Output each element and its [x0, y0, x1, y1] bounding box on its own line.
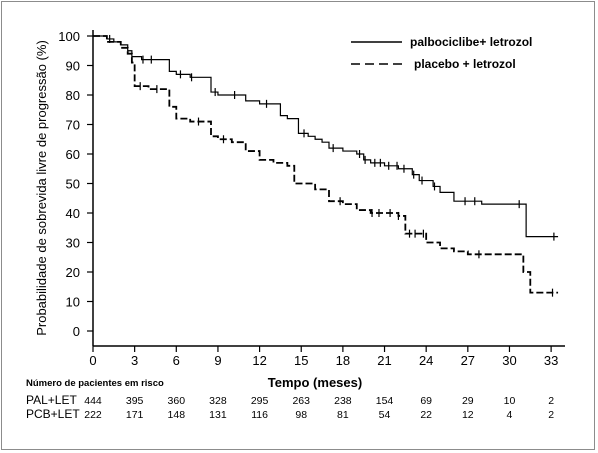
x-tick-label: 30	[502, 353, 516, 368]
risk-value: 98	[295, 409, 307, 421]
risk-value: 444	[84, 395, 102, 407]
y-tick-label: 40	[66, 206, 80, 221]
risk-table: PAL+LET 444 395 360 328 295 263 238 154 69 29 10 2 PC…	[26, 393, 554, 421]
legend-solid-label: palbociclibe+ letrozol	[410, 35, 532, 49]
risk-value: 81	[337, 409, 349, 421]
x-tick-label: 6	[173, 353, 180, 368]
x-tick-label: 12	[252, 353, 266, 368]
risk-value: 360	[168, 395, 186, 407]
x-ticks: 0 3 6 9 12 15 18 21 24 27 30 33	[89, 346, 558, 368]
risk-value: 29	[462, 395, 474, 407]
x-tick-label: 27	[461, 353, 475, 368]
x-tick-label: 33	[544, 353, 558, 368]
y-tick-label: 50	[66, 177, 80, 192]
series-line-2	[93, 35, 559, 294]
risk-value: 12	[462, 409, 474, 421]
x-tick-label: 3	[131, 353, 138, 368]
y-tick-label: 10	[66, 295, 80, 310]
risk-value: 116	[251, 409, 268, 421]
risk-value: 2	[548, 395, 554, 407]
y-axis-title: Probabilidade de sobrevida livre de prog…	[34, 40, 49, 336]
legend-dashed-label: placebo + letrozol	[414, 57, 516, 71]
risk-value: 295	[251, 395, 269, 407]
series-line-1	[93, 35, 559, 238]
risk-value: 2	[548, 409, 554, 421]
risk-value: 154	[376, 395, 394, 407]
chart-axes	[92, 30, 565, 347]
x-tick-label: 15	[294, 353, 308, 368]
risk-value: 148	[168, 409, 186, 421]
series-layer	[93, 34, 559, 297]
risk-value: 395	[126, 395, 144, 407]
risk-row-label: PAL+LET	[26, 393, 77, 407]
x-axis-title: Tempo (meses)	[268, 375, 362, 390]
risk-value: 131	[209, 409, 227, 421]
x-tick-label: 18	[336, 353, 350, 368]
y-tick-label: 0	[73, 324, 80, 339]
y-tick-label: 90	[66, 59, 80, 74]
risk-value: 238	[334, 395, 352, 407]
risk-value: 10	[504, 395, 516, 407]
y-tick-label: 20	[66, 265, 80, 280]
risk-value: 22	[420, 409, 432, 421]
risk-table-title: Número de pacientes em risco	[26, 378, 164, 389]
risk-value: 222	[84, 409, 102, 421]
risk-value: 69	[420, 395, 432, 407]
x-tick-label: 21	[377, 353, 391, 368]
risk-value: 328	[209, 395, 227, 407]
y-ticks: 0 10 20 30 40 50 60 70 80 90 100	[58, 29, 93, 339]
y-tick-label: 100	[58, 29, 80, 44]
y-tick-label: 70	[66, 118, 80, 133]
x-tick-label: 9	[214, 353, 221, 368]
risk-value: 171	[126, 409, 144, 421]
x-tick-label: 24	[419, 353, 433, 368]
y-tick-label: 60	[66, 147, 80, 162]
risk-value: 263	[292, 395, 310, 407]
risk-row-label: PCB+LET	[26, 407, 80, 421]
x-tick-label: 0	[89, 353, 96, 368]
y-tick-label: 30	[66, 236, 80, 251]
legend: palbociclibe+ letrozol placebo + letrozo…	[351, 35, 532, 71]
y-tick-label: 80	[66, 88, 80, 103]
risk-value: 54	[379, 409, 391, 421]
risk-value: 4	[507, 409, 513, 421]
